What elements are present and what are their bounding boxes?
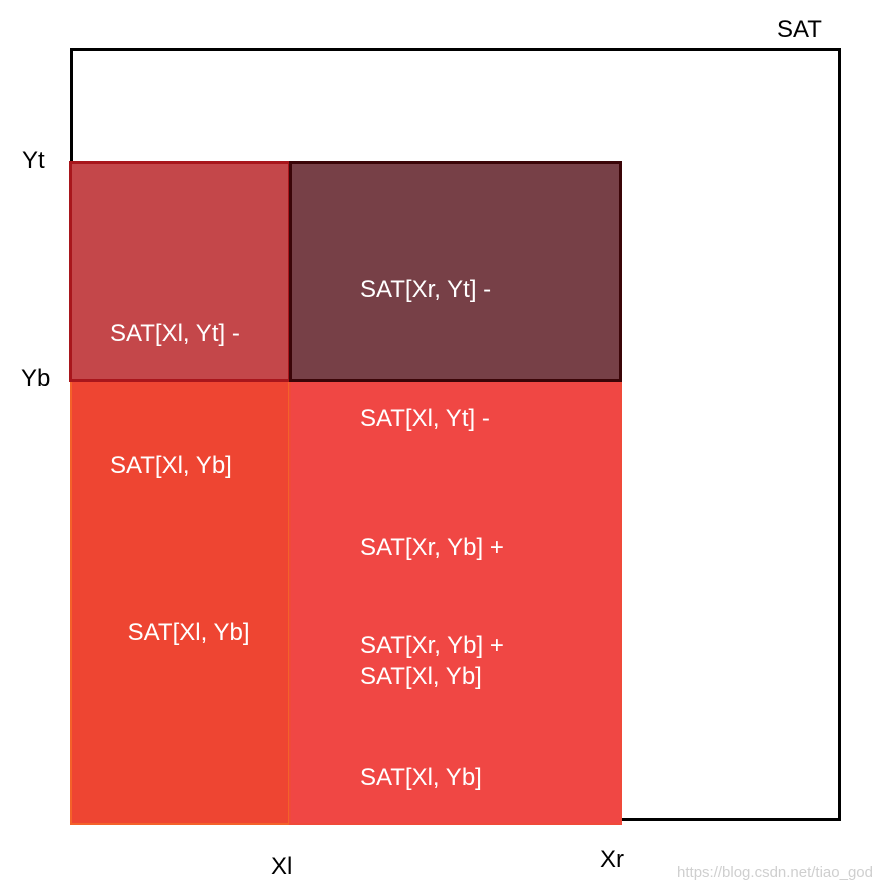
region-bottom-right-label: SAT[Xr, Yb] + SAT[Xl, Yb]	[360, 536, 504, 888]
yt-label: Yt	[22, 147, 45, 174]
region-top-left: SAT[Xl, Yt] - SAT[Xl, Yb]	[69, 161, 291, 479]
region-top-right-line-3: SAT[Xr, Yb] +	[360, 534, 504, 561]
watermark: https://blog.csdn.net/tiao_god	[677, 864, 873, 881]
region-top-right-line-1: SAT[Xr, Yt] -	[360, 276, 492, 303]
region-bottom-right: SAT[Xr, Yb] + SAT[Xl, Yb]	[289, 380, 622, 825]
region-top-left-label: SAT[Xl, Yt] - SAT[Xl, Yb]	[110, 224, 240, 576]
sat-label: SAT	[777, 16, 822, 43]
region-bottom-right-line-1: SAT[Xr, Yb] +	[360, 632, 504, 659]
region-bottom-right-line-2: SAT[Xl, Yb]	[360, 764, 482, 791]
region-bottom-left: SAT[Xl, Yb]	[70, 380, 290, 825]
yb-label: Yb	[21, 365, 51, 392]
xr-label: Xr	[600, 846, 624, 873]
region-bottom-left-label: SAT[Xl, Yb]	[101, 567, 250, 699]
region-top-right-label: SAT[Xr, Yt] - SAT[Xl, Yt] - SAT[Xr, Yb] …	[360, 182, 504, 784]
region-bottom-left-line-1: SAT[Xl, Yb]	[127, 619, 250, 646]
xl-label: Xl	[271, 853, 293, 880]
region-top-left-line-2: SAT[Xl, Yb]	[110, 452, 232, 479]
region-top-right-line-2: SAT[Xl, Yt] -	[360, 405, 490, 432]
region-top-left-line-1: SAT[Xl, Yt] -	[110, 320, 240, 347]
region-top-right: SAT[Xr, Yt] - SAT[Xl, Yt] - SAT[Xr, Yb] …	[289, 161, 622, 690]
region-top-right-line-4: SAT[Xl, Yb]	[360, 663, 482, 690]
